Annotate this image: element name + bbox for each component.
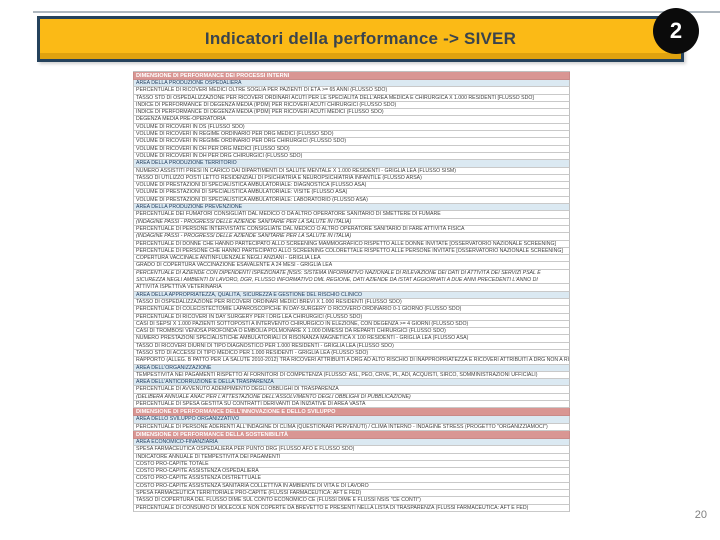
indicator-row: VOLUME DI RICOVERI IN DS (FLUSSO SDO) [133, 123, 570, 132]
area-header-row: AREA DELLO SVILUPPO ORGANIZZATIVO [133, 416, 570, 424]
indicator-row: INDICATORE ANNUALE DI TEMPESTIVITÀ DEI P… [133, 453, 570, 461]
indicator-row: PERCENTUALE DI PERSONE ADERENTI ALL'INDA… [133, 423, 570, 431]
indicator-row: VOLUME DI RICOVERI IN DH PER DRG CHIRURG… [133, 152, 570, 161]
indicator-row: PERCENTUALE DI PERSONE CHE HANNO PARTECI… [133, 247, 570, 256]
indicator-row: PERCENTUALE DI CONSUMO DI MOLECOLE NON C… [133, 504, 570, 512]
indicator-row: TASSO STD DI OSPEDALIZZAZIONE PER RICOVE… [133, 94, 570, 102]
indicator-row: TASSO DI COPERTURA DEL FLUSSO DIME SUL C… [133, 497, 570, 505]
indicator-row: VOLUME DI PRESTAZIONI DI SPECIALISTICA A… [133, 189, 570, 197]
indicator-row: PERCENTUALE DI AZIENDE CON DIPENDENTI IS… [133, 269, 570, 285]
indicator-row: CASI DI SEPSI X 1.000 PAZIENTI SOTTOPOST… [133, 320, 570, 329]
indicator-row: TASSO DI OSPEDALIZZAZIONE PER RICOVERI O… [133, 298, 570, 307]
page-title: Indicatori della performance -> SIVER [204, 29, 517, 48]
dimension-header-row: DIMENSIONE DI PERFORMANCE DELL'INNOVAZIO… [133, 408, 570, 417]
area-header-row: AREA DELL'ANTICORRUZIONE E DELLA TRASPAR… [133, 379, 570, 387]
area-header-row: AREA DELLA PRODUZIONE TERRITORIO [133, 160, 570, 168]
indicator-row: PERCENTUALE DEI FUMATORI CONSIGLIATI DAL… [133, 211, 570, 219]
indicator-row: PERCENTUALE DI COLECISTECTOMIE LAPAROSCO… [133, 306, 570, 314]
dimension-header-row: DIMENSIONE DI PERFORMANCE DELLA SOSTENIB… [133, 430, 570, 439]
indicator-row: RAPPORTO (ALLEG. B PATTO PER LA SALUTE 2… [133, 357, 570, 365]
indicator-row: PERCENTUALE DI DONNE CHE HANNO PARTECIPA… [133, 240, 570, 248]
indicator-row: CASI DI TROMBOSI VENOSA PROFONDA O EMBOL… [133, 328, 570, 336]
indicator-row: PERCENTUALE DI PERSONE INTERVISTATE CONS… [133, 225, 570, 234]
indicator-row: VOLUME DI PRESTAZIONI DI SPECIALISTICA A… [133, 196, 570, 205]
indicator-row: PERCENTUALE DI RICOVERI IN DAY SURGERY P… [133, 313, 570, 321]
decorative-top-line [33, 11, 720, 13]
indicator-row: TASSO DI UTILIZZO POSTI LETTO RESIDENZIA… [133, 174, 570, 183]
indicator-row: INDICE DI PERFORMANCE DI DEGENZA MEDIA (… [133, 109, 570, 117]
area-header-row: AREA DELL'ORGANIZZAZIONE [133, 364, 570, 372]
indicator-row: PERCENTUALE DI AVVENUTO ADEMPIMENTO DEGL… [133, 386, 570, 394]
area-header-row: AREA ECONOMICO-FINANZIARIA [133, 438, 570, 447]
indicator-table: DIMENSIONE DI PERFORMANCE DEI PROCESSI I… [133, 71, 570, 512]
indicator-row: INDICE DI PERFORMANCE DI DEGENZA MEDIA (… [133, 101, 570, 110]
indicator-row: VOLUME DI RICOVERI IN DH PER DRG MEDICI … [133, 145, 570, 153]
indicator-row: VOLUME DI RICOVERI IN REGIME ORDINARIO P… [133, 131, 570, 139]
indicator-row: COSTO PRO-CAPITE ASSISTENZA SANITARIA CO… [133, 482, 570, 491]
indicator-row: NUMERO PRESTAZIONI SPECIALISTICHE AMBULA… [133, 335, 570, 343]
area-header-row: AREA DELLA APPROPRIATEZZA, QUALITÀ, SICU… [133, 291, 570, 299]
indicator-row: COSTO PRO-CAPITE ASSISTENZA OSPEDALIERA [133, 468, 570, 476]
indicator-row: NUMERO ASSISTITI PRESI IN CARICO DAI DIP… [133, 167, 570, 175]
slide-title-box: Indicatori della performance -> SIVER [37, 16, 684, 62]
indicator-row: (INDAGINE PASSI - PROGRESSI DELLE AZIEND… [133, 218, 570, 226]
indicator-row: VOLUME DI RICOVERI IN REGIME ORDINARIO P… [133, 138, 570, 146]
indicator-row: ATTIVITÀ ISPETTIVA VETERINARIA [133, 284, 570, 292]
indicator-row: (INDAGINE PASSI - PROGRESSI DELLE AZIEND… [133, 233, 570, 241]
indicator-row: VOLUME DI PRESTAZIONI DI SPECIALISTICA A… [133, 182, 570, 190]
indicator-row: GRADO DI COPERTURA VACCINAZIONE ESAVALEN… [133, 262, 570, 270]
indicator-row: TASSO DI RICOVERI DIURNI DI TIPO DIAGNOS… [133, 342, 570, 350]
indicator-row: TASSO STD DI ACCESSI DI TIPO MEDICO PER … [133, 349, 570, 358]
area-header-row: AREA DELLA PRODUZIONE OSPEDALIERA [133, 80, 570, 88]
area-header-row: AREA DELLA PRODUZIONE PREVENZIONE [133, 204, 570, 212]
indicator-row: COSTO PRO-CAPITE TOTALE [133, 460, 570, 469]
indicator-row: SPESA FARMACEUTICA OSPEDALIERA PER PUNTO… [133, 446, 570, 454]
indicator-row: PERCENTUALE DI RICOVERI MEDICI OLTRE SOG… [133, 87, 570, 95]
indicator-row: TEMPESTIVITÀ NEI PAGAMENTI RISPETTO AI F… [133, 371, 570, 380]
page-number: 20 [694, 509, 707, 521]
dimension-header-row: DIMENSIONE DI PERFORMANCE DEI PROCESSI I… [133, 72, 570, 80]
slide-badge-number: 2 [669, 18, 683, 43]
indicator-row: PERCENTUALE DI SPESA GESTITA SU CONTRATT… [133, 401, 570, 409]
indicator-row: COSTO PRO-CAPITE ASSISTENZA DISTRETTUALE [133, 475, 570, 483]
indicator-row: (DELIBERA ANNUALE ANAC PER L'ATTESTAZION… [133, 393, 570, 402]
indicator-row: COPERTURA VACCINALE ANTINFLUENZALE NEGLI… [133, 255, 570, 263]
slide-badge: 2 [653, 8, 699, 54]
indicator-row: DEGENZA MEDIA PRE-OPERATORIA [133, 116, 570, 124]
indicator-row: SPESA FARMACEUTICA TERRITORIALE PRO-CAPI… [133, 490, 570, 498]
